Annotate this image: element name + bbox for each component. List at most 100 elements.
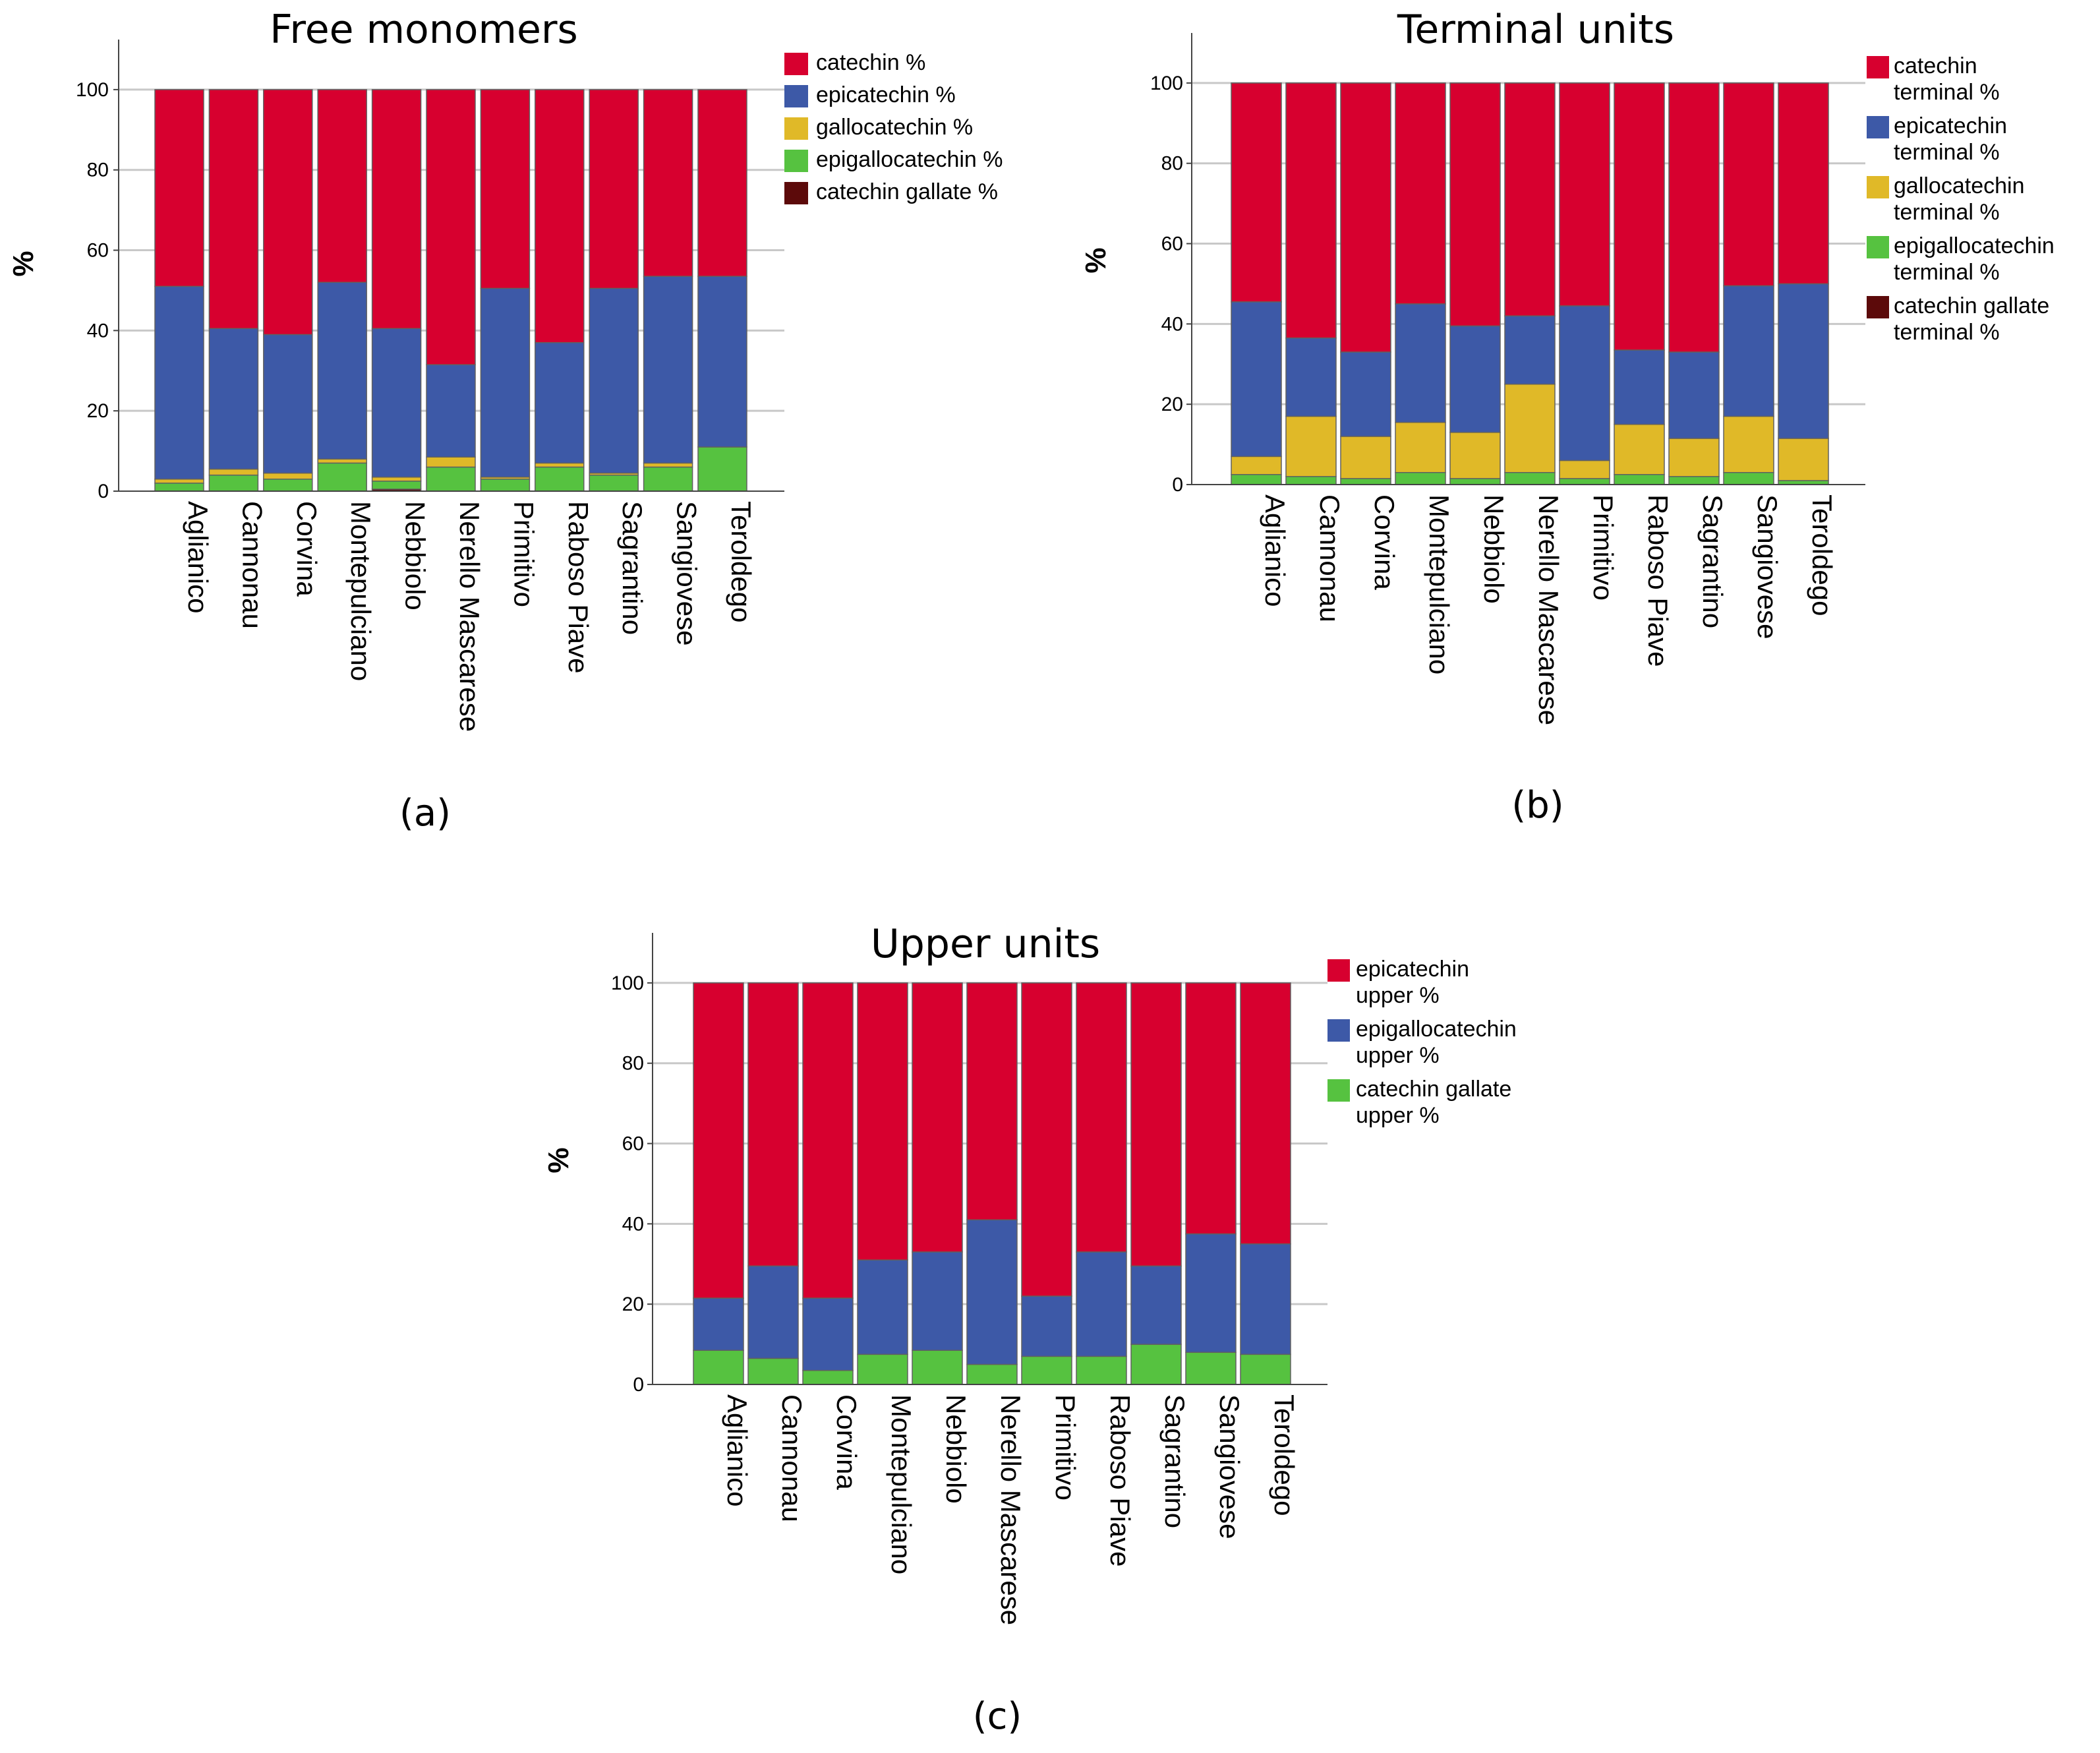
bar-segment bbox=[1778, 438, 1829, 481]
bar-segment bbox=[912, 1350, 963, 1385]
bar-segment bbox=[1395, 471, 1446, 485]
bar-group bbox=[154, 89, 747, 492]
bar-segment bbox=[966, 982, 1018, 1221]
bar-segment bbox=[1340, 436, 1391, 479]
bar-segment bbox=[1130, 1344, 1182, 1385]
chart-title: Free monomers bbox=[270, 7, 578, 53]
x-tick-label: Corvina bbox=[291, 501, 322, 597]
bar-segment bbox=[589, 287, 639, 474]
bar-segment bbox=[1130, 982, 1182, 1267]
bar-segment bbox=[1340, 82, 1391, 353]
bar-segment bbox=[747, 982, 799, 1267]
bar-segment bbox=[1021, 1355, 1072, 1385]
bar-segment bbox=[1285, 476, 1337, 485]
bar-segment bbox=[1559, 460, 1610, 479]
legend-label: gallocatechin % bbox=[816, 115, 973, 140]
x-tick-labels: Aglianico Cannonau Corvina Montepulciano Neb… bbox=[1260, 494, 1838, 725]
legend-swatch bbox=[1867, 116, 1889, 138]
bar-segment bbox=[697, 89, 747, 277]
legend-label: catechin gallate upper % bbox=[1356, 1077, 1511, 1128]
bar-segment bbox=[535, 462, 585, 468]
bar-segment bbox=[426, 456, 476, 468]
axes bbox=[1186, 33, 1865, 485]
y-tick-label: 60 bbox=[87, 240, 109, 262]
legend-label: catechin % bbox=[816, 50, 925, 75]
legend-label: gallocatechin terminal % bbox=[1894, 173, 2024, 225]
legend-swatch bbox=[1867, 236, 1889, 258]
bar-segment bbox=[693, 1350, 744, 1385]
bar-segment bbox=[1559, 478, 1610, 485]
legend-label: epicatechin % bbox=[816, 82, 956, 107]
bar-segment bbox=[1130, 1265, 1182, 1345]
bar-segment bbox=[1395, 421, 1446, 473]
x-tick-label: Montepulciano bbox=[345, 501, 376, 681]
bar-segment bbox=[589, 474, 639, 492]
bar-segment bbox=[1076, 1355, 1127, 1385]
x-tick-label: Nebbiolo bbox=[1478, 494, 1509, 604]
panel-caption: (b) bbox=[1511, 784, 1563, 827]
bar-segment bbox=[263, 478, 313, 492]
bar-segment bbox=[1723, 415, 1774, 473]
bar-segment bbox=[1240, 1243, 1291, 1355]
bar-segment bbox=[643, 276, 693, 464]
y-tick-label: 0 bbox=[98, 481, 109, 502]
bar-segment bbox=[263, 89, 313, 336]
legend: catechin terminal % epicatechin terminal % g… bbox=[1867, 53, 2055, 345]
bar-segment bbox=[208, 328, 259, 470]
bar-segment bbox=[1723, 285, 1774, 417]
x-tick-label: Sagrantino bbox=[617, 501, 648, 635]
bar-segment bbox=[208, 474, 259, 492]
bar-segment bbox=[1614, 82, 1665, 351]
bar-segment bbox=[426, 364, 476, 458]
x-tick-label: Teroldego bbox=[726, 501, 757, 622]
bar-segment bbox=[1559, 82, 1610, 307]
x-tick-label: Cannonau bbox=[1314, 494, 1345, 622]
bar-segment bbox=[802, 1297, 854, 1371]
legend: epicatechin upper % epigallocatechin upper … bbox=[1327, 957, 1517, 1128]
y-tick-label: 80 bbox=[87, 160, 109, 181]
x-tick-label: Nebbiolo bbox=[941, 1394, 972, 1504]
x-tick-label: Sagrantino bbox=[1159, 1394, 1190, 1528]
bar-segment bbox=[208, 89, 259, 330]
x-tick-label: Nebbiolo bbox=[400, 501, 431, 610]
bar-segment bbox=[371, 89, 422, 330]
bar-segment bbox=[263, 472, 313, 480]
bar-segment bbox=[1723, 82, 1774, 287]
y-tick-label: 20 bbox=[87, 400, 109, 422]
bar-segment bbox=[1021, 982, 1072, 1297]
chart-upper-units: Upper units % 0 20 40 60 80 100 Aglianico Cann… bbox=[542, 921, 1517, 1738]
bar-segment bbox=[1668, 476, 1720, 485]
bar-segment bbox=[966, 1219, 1018, 1365]
bar-segment bbox=[1614, 349, 1665, 425]
x-tick-label: Corvina bbox=[1369, 494, 1400, 590]
bar-segment bbox=[1240, 1353, 1291, 1385]
bar-segment bbox=[1614, 474, 1665, 485]
bar-segment bbox=[317, 89, 367, 283]
bar-segment bbox=[1778, 82, 1829, 285]
bar-segment bbox=[802, 1369, 854, 1385]
bar-segment bbox=[1504, 82, 1556, 316]
legend-swatch bbox=[784, 85, 808, 107]
legend-swatch bbox=[1327, 1019, 1350, 1042]
bar-segment bbox=[317, 458, 367, 464]
bar-segment bbox=[1449, 82, 1501, 327]
bar-segment bbox=[426, 466, 476, 492]
bar-segment bbox=[1504, 383, 1556, 473]
x-tick-label: Teroldego bbox=[1269, 1394, 1300, 1516]
bar-segment bbox=[1231, 456, 1282, 475]
bar-segment bbox=[857, 1259, 908, 1355]
bar-segment bbox=[317, 282, 367, 460]
y-axis-label: % bbox=[1080, 247, 1112, 273]
bar-segment bbox=[154, 483, 204, 492]
y-tick-label: 20 bbox=[1161, 394, 1183, 415]
x-tick-label: Primitivo bbox=[1050, 1394, 1081, 1500]
bar-segment bbox=[747, 1265, 799, 1359]
y-tick-label: 100 bbox=[76, 79, 109, 101]
x-tick-label: Sangiovese bbox=[672, 501, 703, 646]
bar-segment bbox=[1559, 305, 1610, 461]
x-tick-label: Aglianico bbox=[722, 1394, 753, 1506]
bar-segment bbox=[1285, 415, 1337, 477]
x-tick-label: Primitivo bbox=[508, 501, 539, 607]
bar-segment bbox=[1185, 1352, 1237, 1385]
